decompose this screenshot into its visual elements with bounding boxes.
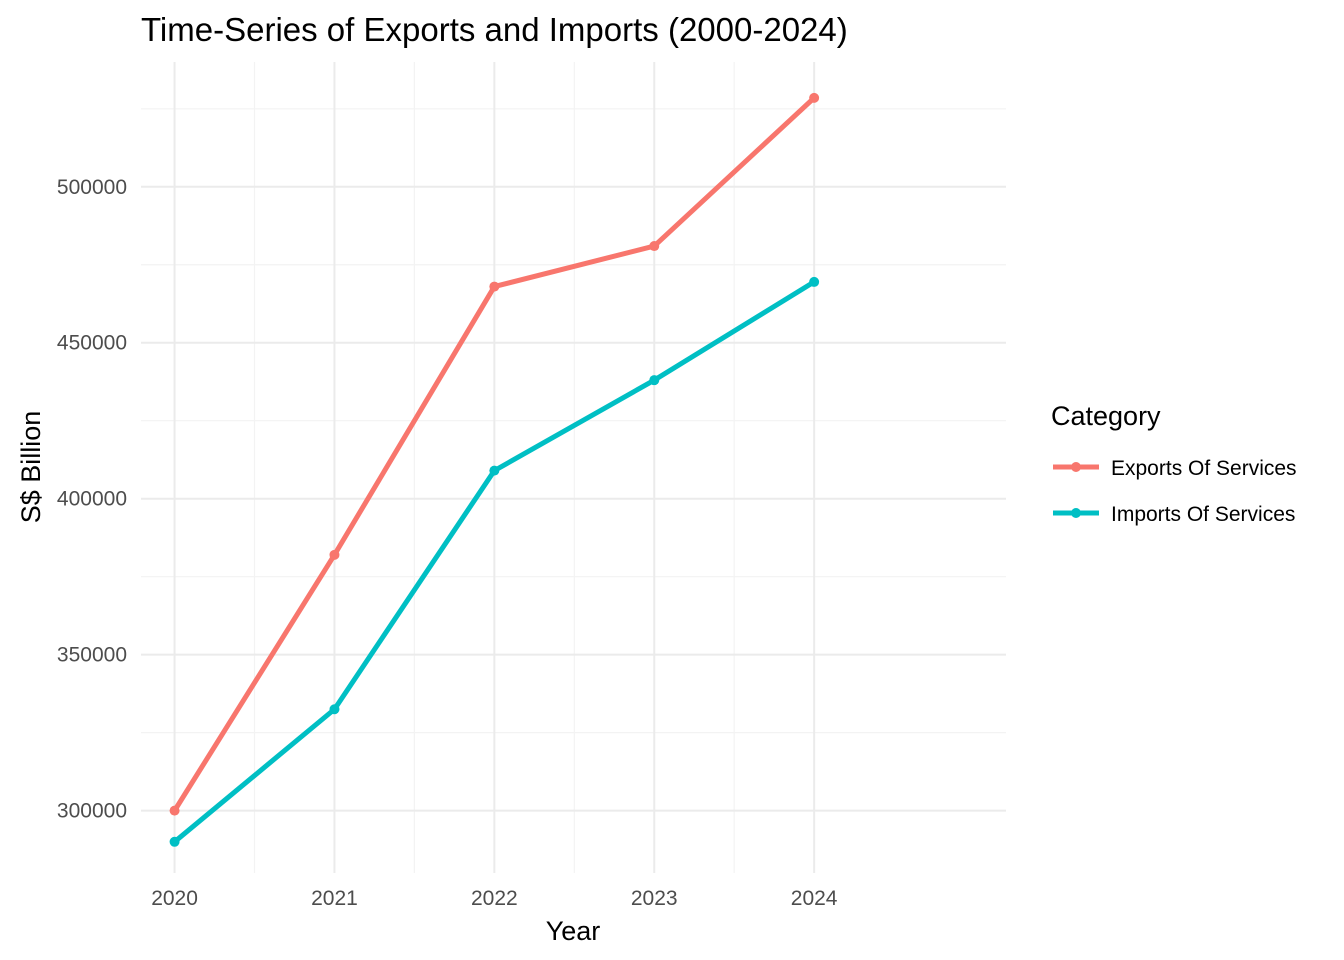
y-axis-ticks: 300000 350000 400000 450000 500000 (57, 176, 127, 823)
y-tick-label: 450000 (57, 332, 127, 355)
x-tick-label: 2020 (151, 887, 198, 910)
x-tick-label: 2022 (471, 887, 518, 910)
data-point (649, 241, 660, 252)
x-axis-title: Year (546, 916, 601, 946)
data-point (809, 92, 820, 103)
x-axis-ticks: 2020 2021 2022 2023 2024 (151, 887, 838, 910)
y-tick-label: 350000 (57, 644, 127, 667)
grid (141, 62, 1006, 873)
data-point (489, 281, 500, 292)
legend-key-point (1071, 508, 1081, 518)
legend-title: Category (1051, 401, 1161, 431)
data-point (329, 549, 340, 560)
x-tick-label: 2021 (311, 887, 358, 910)
legend-key-point (1071, 462, 1081, 472)
legend-item: Imports Of Services (1053, 503, 1295, 526)
y-tick-label: 400000 (57, 488, 127, 511)
y-tick-label: 300000 (57, 800, 127, 823)
data-point (169, 836, 180, 847)
legend-label: Exports Of Services (1111, 457, 1297, 480)
x-tick-label: 2024 (791, 887, 838, 910)
y-tick-label: 500000 (57, 176, 127, 199)
legend-item: Exports Of Services (1053, 457, 1297, 480)
data-point (329, 704, 340, 715)
legend-items: Exports Of Services Imports Of Services (1053, 457, 1297, 526)
data-point (649, 375, 660, 386)
x-tick-label: 2023 (631, 887, 678, 910)
legend: Category Exports Of Services Imports Of S… (1051, 401, 1297, 526)
chart-title: Time-Series of Exports and Imports (2000… (141, 11, 848, 48)
series-imports-of-services (169, 276, 820, 847)
series-exports-of-services (169, 92, 820, 816)
data-point (489, 465, 500, 476)
data-point (169, 805, 180, 816)
data-point (809, 276, 820, 287)
legend-label: Imports Of Services (1111, 503, 1295, 526)
y-axis-title: S$ Billion (16, 411, 46, 524)
series-layer (169, 92, 820, 847)
